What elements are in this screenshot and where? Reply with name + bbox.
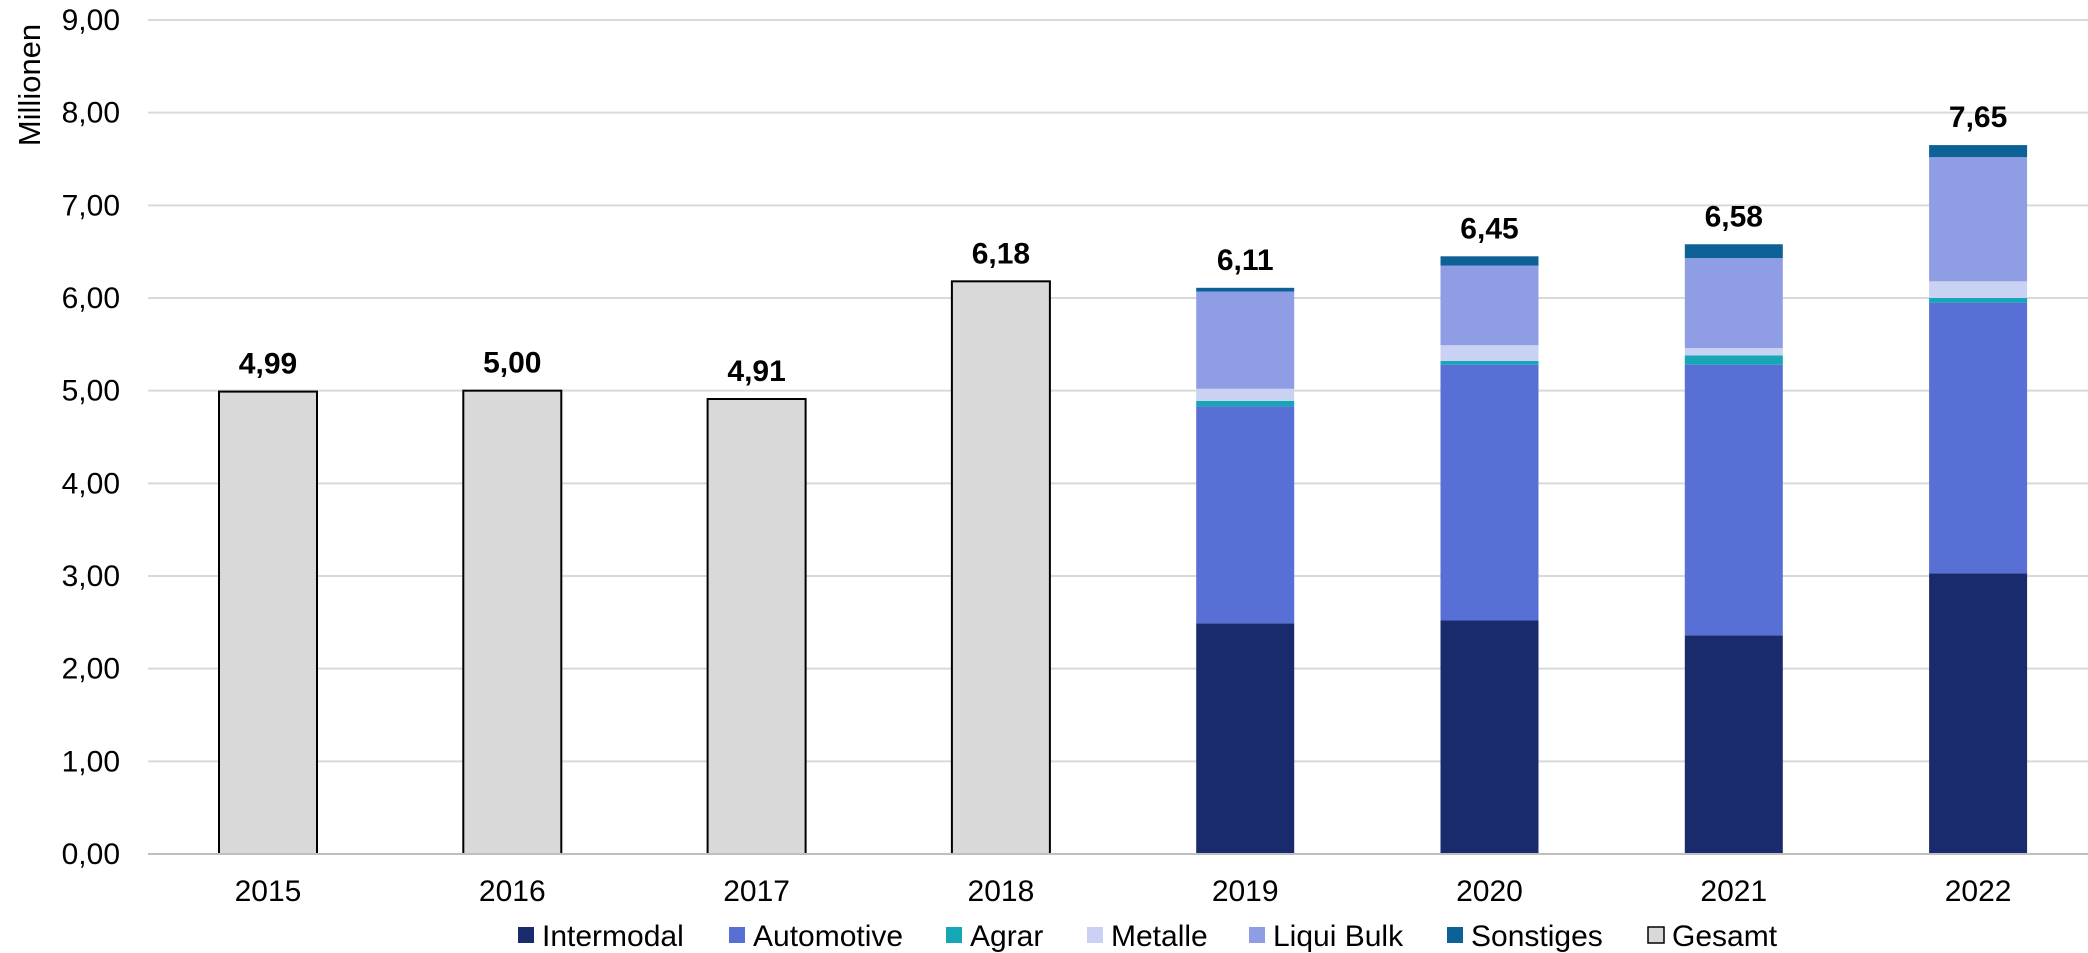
y-tick-label: 5,00 [62, 375, 120, 408]
bar-liqui-bulk-2019 [1196, 291, 1295, 389]
gridlines [148, 19, 2088, 763]
bar-agrar-2019 [1196, 400, 1295, 407]
legend-swatch [1447, 927, 1463, 943]
bar-sonstiges-2021 [1684, 244, 1783, 259]
legend-swatch [1647, 926, 1665, 944]
legend-label: Gesamt [1672, 920, 1778, 953]
legend-label: Intermodal [542, 920, 684, 953]
total-data-labels: 4,99 5,00 4,91 6,18 6,11 6,45 6,58 7,65 [239, 101, 2007, 388]
total-label: 6,58 [1705, 200, 1763, 233]
bar-automotive-2022 [1929, 302, 2028, 574]
y-axis-ticks: 0,00 1,00 2,00 3,00 4,00 5,00 6,00 7,00 8,00 9,00 [62, 4, 120, 871]
bar-gesamt-2018 [950, 280, 1051, 855]
total-label: 4,99 [239, 348, 297, 381]
total-label: 7,65 [1949, 101, 2007, 134]
bar-agrar-2022 [1929, 298, 2028, 303]
y-tick-label: 7,00 [62, 189, 120, 222]
bar-metalle-2022 [1929, 281, 2028, 298]
legend-item-liqui-bulk: Liqui Bulk [1249, 920, 1404, 953]
y-axis-label: Millionen [12, 24, 47, 146]
x-tick-label: 2021 [1700, 875, 1767, 908]
legend-item-metalle: Metalle [1087, 920, 1208, 953]
bar-agrar-2020 [1440, 361, 1539, 365]
bar-agrar-2021 [1684, 355, 1783, 365]
legend-label: Automotive [753, 920, 903, 953]
bar-automotive-2019 [1196, 406, 1295, 624]
bar-metalle-2019 [1196, 388, 1295, 401]
legend-item-automotive: Automotive [729, 920, 903, 953]
bar-sonstiges-2022 [1929, 145, 2028, 158]
y-tick-label: 3,00 [62, 560, 120, 593]
legend-swatch [946, 927, 962, 943]
total-label: 6,45 [1460, 212, 1518, 245]
bar-automotive-2020 [1440, 364, 1539, 621]
y-tick-label: 4,00 [62, 467, 120, 500]
x-axis-ticks: 2015 2016 2017 2018 2019 2020 2021 2022 [235, 875, 2012, 908]
x-tick-label: 2020 [1456, 875, 1523, 908]
y-tick-label: 0,00 [62, 838, 120, 871]
y-tick-label: 2,00 [62, 653, 120, 686]
total-label: 4,91 [727, 355, 785, 388]
legend-swatch [1087, 927, 1103, 943]
bar-automotive-2021 [1684, 364, 1783, 636]
y-tick-label: 6,00 [62, 282, 120, 315]
bar-metalle-2021 [1684, 348, 1783, 356]
x-tick-label: 2017 [723, 875, 790, 908]
bars [218, 145, 2028, 855]
legend-item-intermodal: Intermodal [518, 920, 684, 953]
y-tick-label: 8,00 [62, 97, 120, 130]
bar-liqui-bulk-2021 [1684, 258, 1783, 349]
legend-label: Metalle [1111, 920, 1208, 953]
legend-item-gesamt: Gesamt [1647, 920, 1778, 953]
legend-swatch [518, 927, 534, 943]
legend-item-sonstiges: Sonstiges [1447, 920, 1603, 953]
bar-sonstiges-2020 [1440, 256, 1539, 266]
bar-gesamt-2016 [462, 389, 563, 855]
total-label: 6,11 [1217, 244, 1274, 277]
bar-intermodal-2022 [1929, 573, 2028, 854]
bar-liqui-bulk-2020 [1440, 265, 1539, 346]
x-tick-label: 2022 [1945, 875, 2012, 908]
total-label: 6,18 [972, 237, 1030, 270]
bar-metalle-2020 [1440, 345, 1539, 362]
bar-sonstiges-2019 [1196, 287, 1295, 292]
bar-liqui-bulk-2022 [1929, 157, 2028, 282]
x-tick-label: 2015 [235, 875, 302, 908]
total-label: 5,00 [483, 347, 541, 380]
bar-gesamt-2015 [218, 390, 318, 855]
y-tick-label: 9,00 [62, 4, 120, 37]
legend-label: Agrar [970, 920, 1043, 953]
x-tick-label: 2019 [1212, 875, 1279, 908]
y-tick-label: 1,00 [62, 745, 120, 778]
bar-gesamt-2017 [706, 398, 807, 855]
bar-intermodal-2021 [1684, 635, 1783, 854]
bar-intermodal-2019 [1196, 623, 1295, 854]
legend: Intermodal Automotive Agrar Metalle Liqui Bu… [518, 920, 1778, 953]
legend-label: Sonstiges [1471, 920, 1603, 953]
legend-swatch [729, 927, 745, 943]
bar-intermodal-2020 [1440, 620, 1539, 854]
legend-swatch [1249, 927, 1265, 943]
legend-item-agrar: Agrar [946, 920, 1043, 953]
x-tick-label: 2016 [479, 875, 546, 908]
x-tick-label: 2018 [968, 875, 1035, 908]
legend-label: Liqui Bulk [1273, 920, 1404, 953]
